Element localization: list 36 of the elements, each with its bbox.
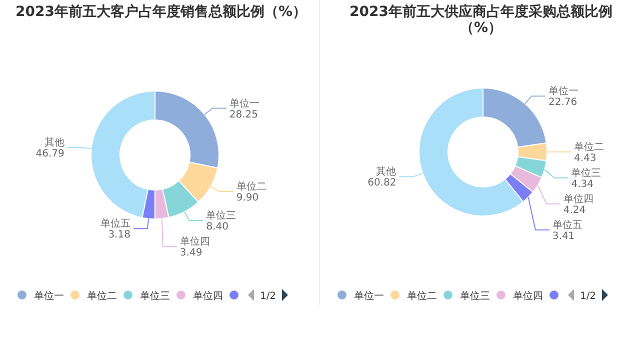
data-label: 22.76 — [548, 97, 578, 108]
legend-label: 单位四 — [513, 290, 543, 302]
legend-label: 单位四 — [193, 290, 223, 302]
chart-title: 2023年前五大客户占年度销售总额比例（%） — [14, 4, 308, 20]
data-label: 60.82 — [368, 178, 396, 189]
legend-label: 单位一 — [354, 290, 384, 302]
slice-label: 单位四 — [180, 236, 210, 248]
text: 1/2 — [260, 291, 276, 302]
text: 1/2 — [580, 291, 596, 302]
legend-label: 单位三 — [140, 290, 170, 302]
data-label: 4.34 — [571, 178, 594, 190]
data-label: 3.49 — [180, 248, 202, 259]
slice-label: 单位三 — [571, 166, 602, 179]
slice-label: 单位五 — [552, 218, 582, 231]
slice-label: 单位四 — [563, 192, 594, 205]
slice-label: 单位一 — [548, 85, 579, 98]
data-label: 9.90 — [236, 192, 259, 204]
slice-label: 单位二 — [574, 140, 604, 153]
data-label: 3.41 — [552, 230, 575, 242]
legend-label: 单位二 — [87, 290, 117, 302]
slice-label: 其他 — [376, 166, 396, 178]
data-label: 28.25 — [229, 109, 258, 120]
slice-label: 其他 — [44, 136, 64, 149]
data-label: 4.24 — [563, 204, 586, 216]
chart-title: 2023年前五大供应商占年度采购总额比例（%） — [348, 4, 614, 36]
data-label: 3.18 — [108, 230, 130, 241]
legend-label: 单位一 — [34, 290, 64, 302]
slice-label: 单位一 — [229, 97, 260, 110]
data-label: 46.79 — [36, 148, 64, 160]
slice-label: 单位二 — [236, 180, 266, 192]
data-label: 8.40 — [206, 222, 228, 233]
slice-label: 单位五 — [100, 218, 130, 230]
legend-label: 单位三 — [460, 290, 490, 302]
data-label: 4.43 — [574, 152, 596, 164]
legend-label: 单位二 — [407, 290, 437, 302]
slice-label: 单位三 — [206, 210, 236, 222]
